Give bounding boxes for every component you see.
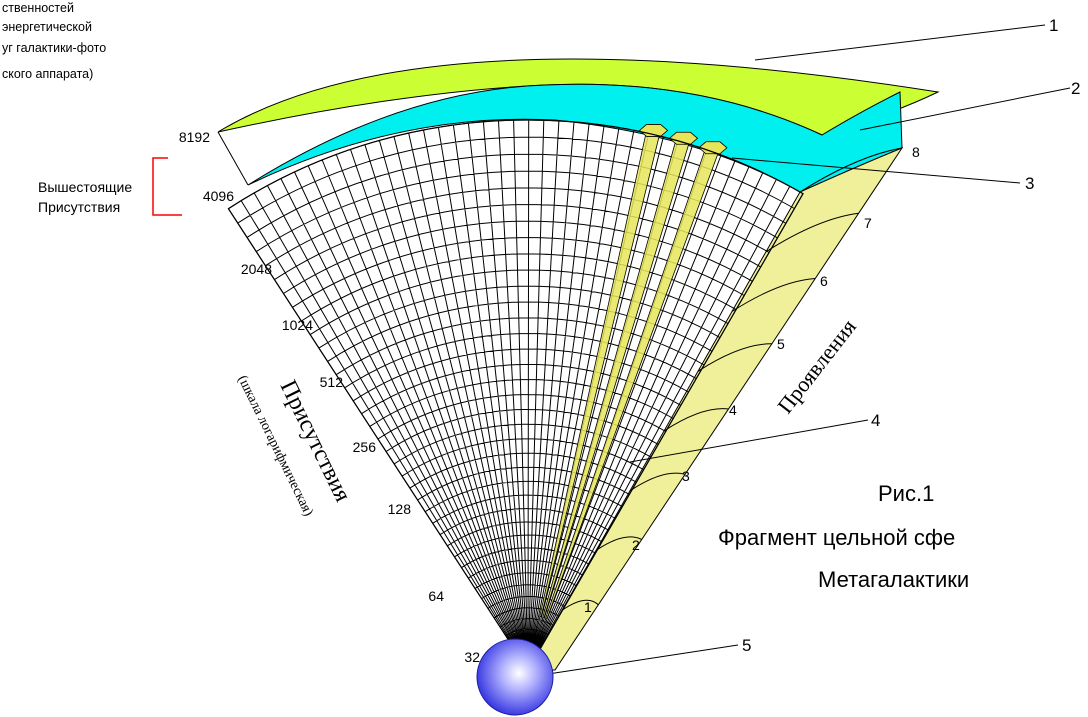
side-wall-level-arcs xyxy=(561,147,903,611)
callout-2: 2 xyxy=(1071,79,1080,98)
manifestation-level-arc-6 xyxy=(731,278,816,312)
manifestation-tick-3: 3 xyxy=(682,468,690,484)
manifestation-tick-6: 6 xyxy=(820,273,828,289)
callout-line-5 xyxy=(534,644,739,677)
manifestation-tick-5: 5 xyxy=(777,336,785,352)
manifestation-level-arc-8 xyxy=(799,147,903,193)
log-tick-4096: 4096 xyxy=(203,188,234,204)
corner-note-line-4: ского аппарата) xyxy=(2,67,93,81)
highlight-columns xyxy=(539,124,728,619)
manifestation-level-arc-2 xyxy=(595,536,643,551)
manifestation-level-arc-4 xyxy=(663,408,729,432)
figure-caption-line-2: Метагалактики xyxy=(818,567,969,592)
manifestations-ticks: 1 2 3 4 5 6 7 8 xyxy=(584,144,920,615)
callout-3: 3 xyxy=(1025,174,1034,193)
highlight-column-cap-2 xyxy=(668,131,699,145)
log-scale-ticks: 32 64 128 256 512 1024 2048 4096 8192 xyxy=(179,129,480,665)
log-tick-32: 32 xyxy=(464,649,480,665)
manifestations-title: Проявления xyxy=(772,314,861,418)
log-tick-512: 512 xyxy=(320,374,344,390)
callout-4: 4 xyxy=(871,411,880,430)
manifestation-tick-7: 7 xyxy=(864,215,872,231)
log-tick-256: 256 xyxy=(353,439,377,455)
corner-note-line-1: ственностей xyxy=(2,1,74,15)
figure-number: Рис.1 xyxy=(878,481,934,506)
manifestation-level-arc-5 xyxy=(697,343,772,372)
figure-caption-line-1: Фрагмент цельной сфе xyxy=(718,525,955,550)
log-tick-2048: 2048 xyxy=(241,261,272,277)
callout-line-2 xyxy=(859,87,1071,131)
manifestation-level-arc-7 xyxy=(765,212,859,253)
log-tick-1024: 1024 xyxy=(282,317,313,333)
log-tick-8192: 8192 xyxy=(179,129,210,145)
corner-note-line-3: уг галактики-фото xyxy=(2,41,106,55)
callout-line-4 xyxy=(629,419,869,463)
manifestation-tick-8: 8 xyxy=(912,144,920,160)
callout-line-3 xyxy=(731,157,1021,184)
manifestation-level-arc-3 xyxy=(629,472,686,492)
origin-sphere xyxy=(476,638,554,716)
callout-5: 5 xyxy=(742,636,751,655)
manifestation-level-arc-1 xyxy=(561,599,599,611)
log-tick-128: 128 xyxy=(388,501,412,517)
corner-note-line-2: энергетической xyxy=(2,20,92,34)
callout-numbers: 1 2 3 4 5 xyxy=(742,16,1080,655)
higher-presences-label-line-1: Вышестоящие xyxy=(38,179,132,195)
manifestation-tick-1: 1 xyxy=(584,599,592,615)
manifestation-tick-4: 4 xyxy=(729,402,737,418)
higher-presences-bracket xyxy=(152,157,182,216)
manifestation-tick-2: 2 xyxy=(632,537,640,553)
log-tick-64: 64 xyxy=(428,588,444,604)
higher-presences-label-line-2: Присутствия xyxy=(38,199,120,215)
callout-line-1 xyxy=(754,24,1046,61)
band-edge-left xyxy=(217,131,249,186)
callout-lines xyxy=(534,24,1071,677)
callout-1: 1 xyxy=(1049,16,1058,35)
corner-note: ственностей энергетической уг галактики-… xyxy=(2,1,106,81)
fan-outline xyxy=(227,119,804,672)
highlight-column-cap-3 xyxy=(698,141,728,155)
